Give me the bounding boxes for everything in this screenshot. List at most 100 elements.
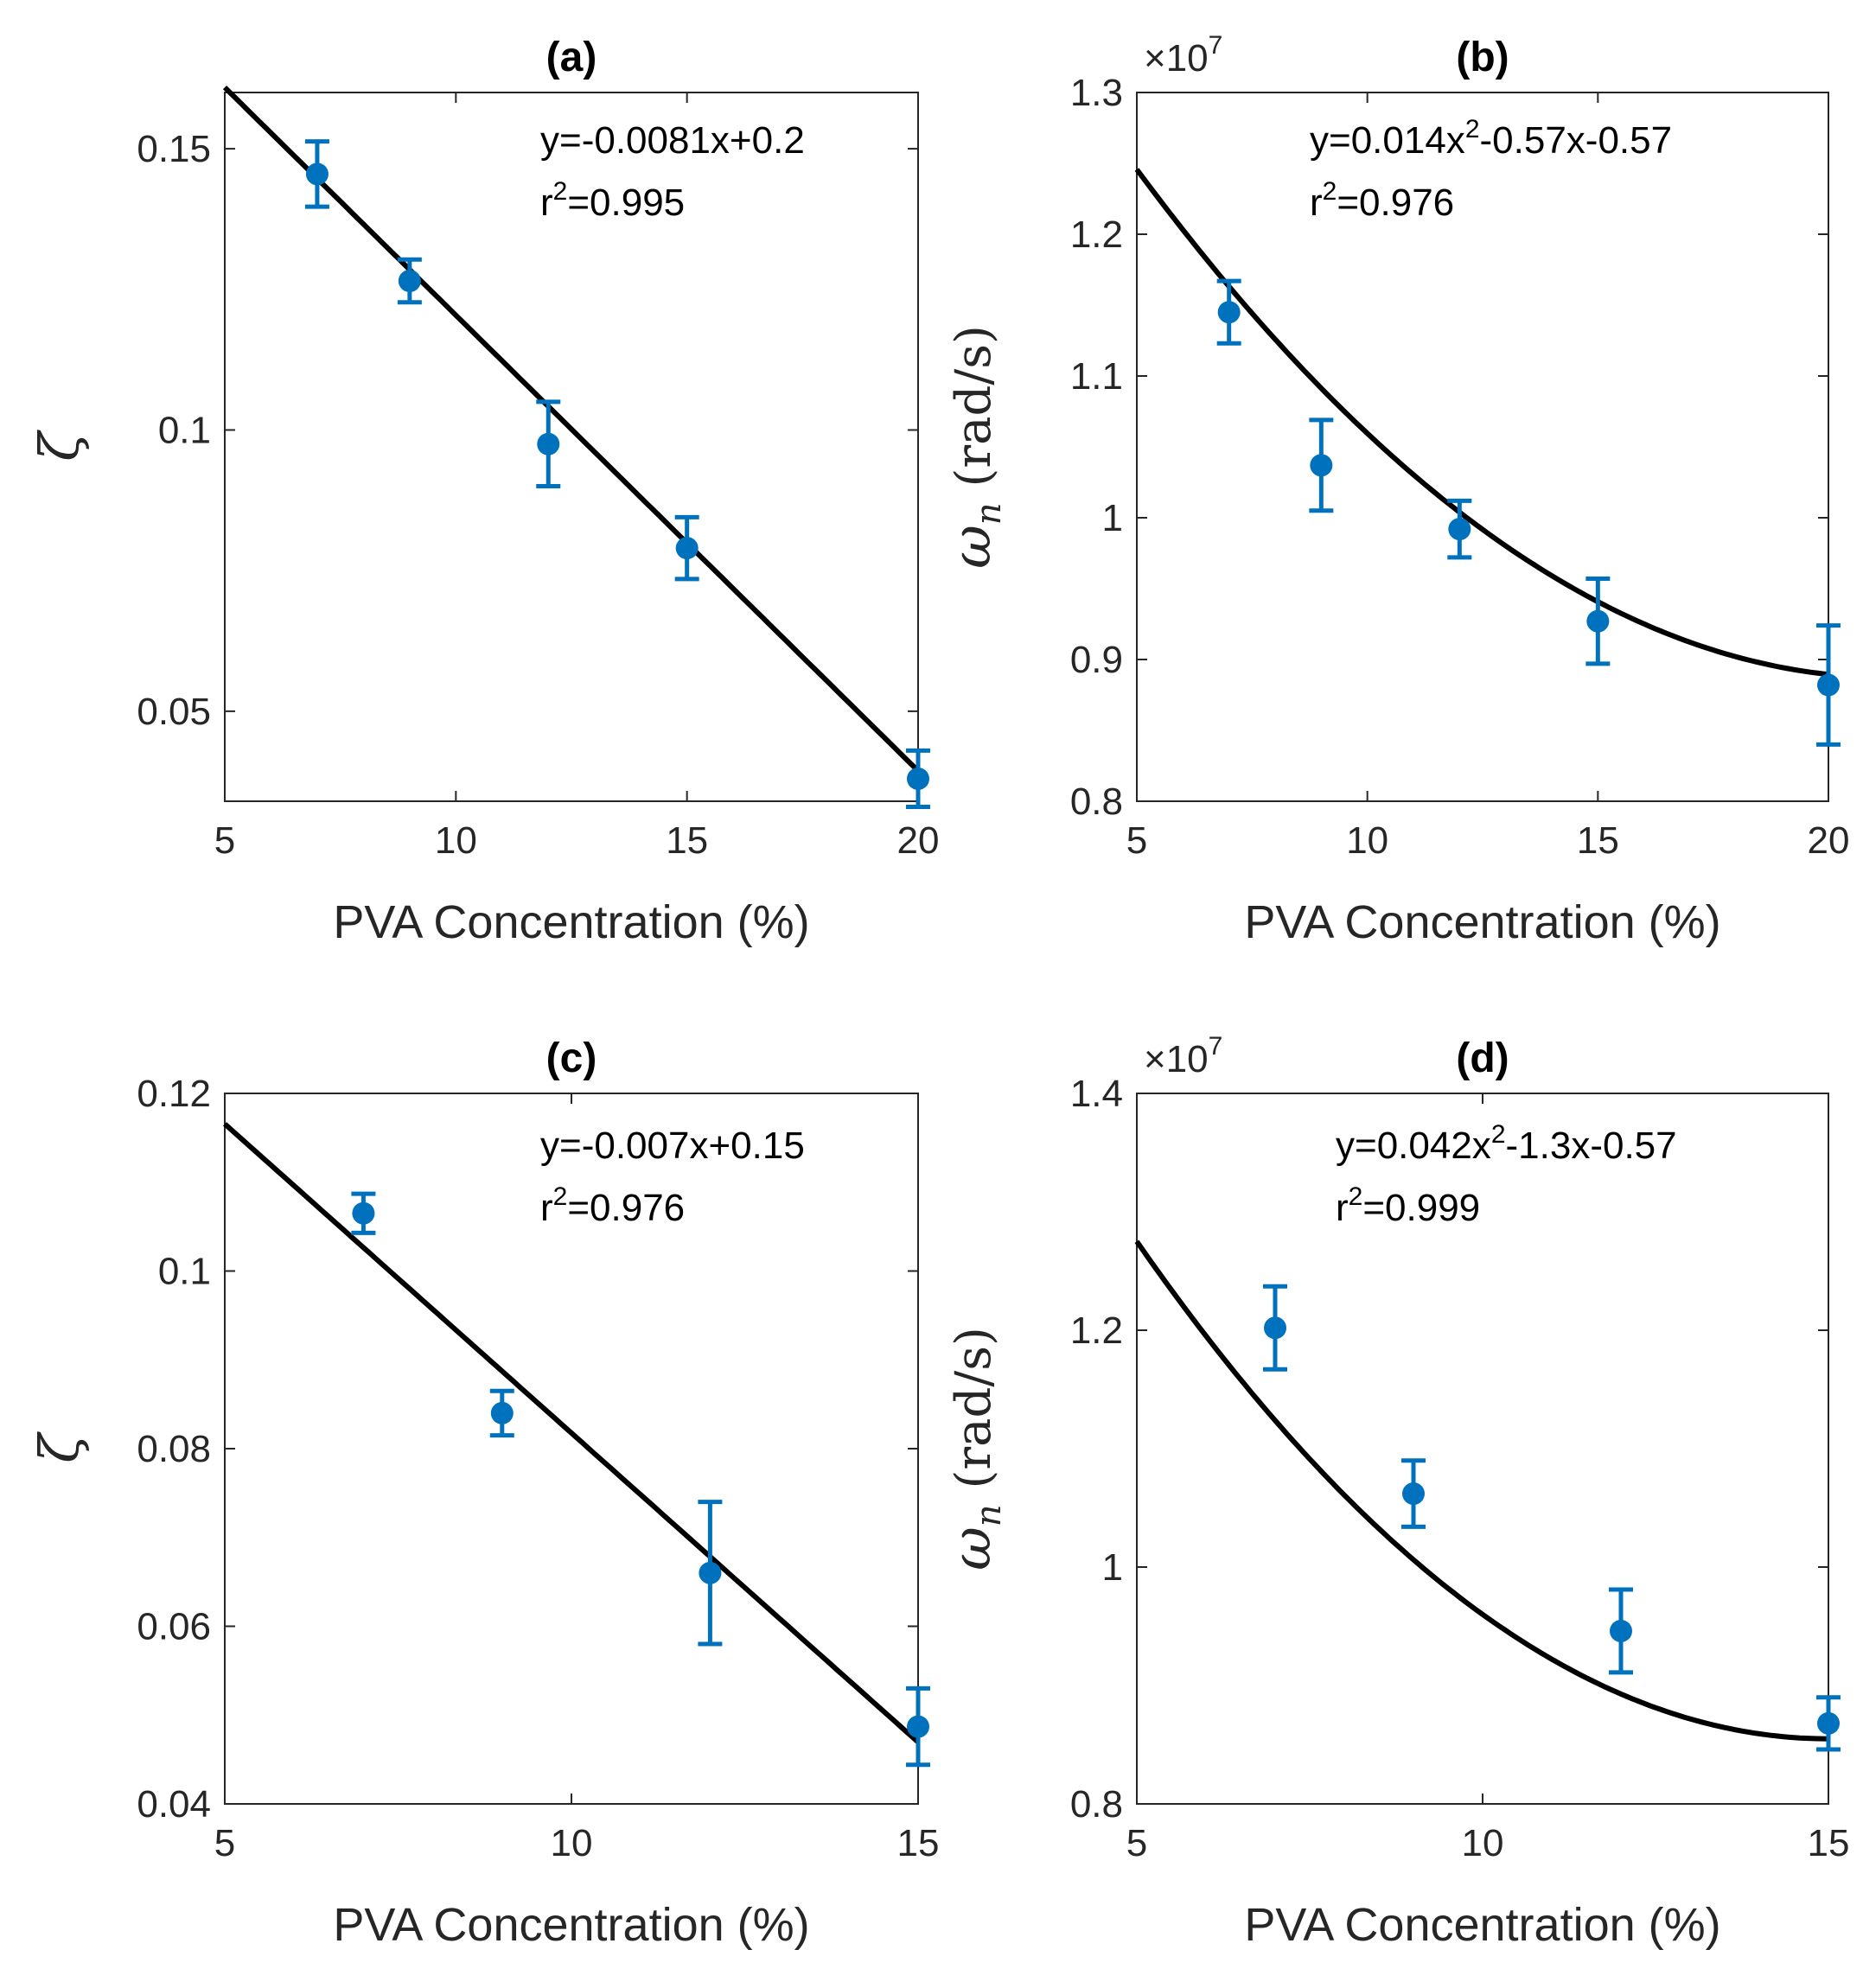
- data-point: [1263, 1284, 1287, 1372]
- y-tick-label: 0.1: [158, 1251, 211, 1293]
- y-tick-label: 0.8: [1070, 781, 1123, 823]
- r-squared-value: =0.995: [567, 182, 685, 224]
- fit-equation: y=-0.007x+0.15: [540, 1125, 805, 1167]
- y-axis-subscript: n: [969, 1504, 1009, 1526]
- y-axis-unit: (rad/s): [946, 325, 1002, 487]
- x-tick-label: 5: [214, 819, 235, 862]
- exponent-base: ×10: [1144, 1038, 1209, 1080]
- data-point: [698, 1500, 723, 1647]
- data-point: [1216, 278, 1241, 346]
- y-axis-symbol: ω: [940, 1526, 1003, 1571]
- x-tick-label: 5: [214, 1822, 235, 1864]
- data-marker: [699, 1561, 722, 1584]
- data-marker: [1402, 1482, 1425, 1506]
- data-marker: [1310, 454, 1333, 477]
- fit-line: [1134, 1239, 1829, 1742]
- panel-d: 5 10 15 0.8 1 1.2 1.4 (d) PVA Concentration (%) ω…: [940, 1032, 1849, 1951]
- x-tick-label: 10: [435, 819, 477, 862]
- data-point: [906, 748, 930, 810]
- data-point: [1585, 577, 1611, 666]
- y-tick-label: 0.9: [1070, 639, 1123, 681]
- y-tick-label: 0.05: [137, 691, 211, 733]
- x-tick-label: 15: [1577, 819, 1619, 862]
- y-axis-unit: (rad/s): [946, 1327, 1002, 1488]
- panel-title: (a): [546, 35, 597, 80]
- x-axis-label: PVA Concentration (%): [333, 1899, 809, 1951]
- data-marker: [490, 1401, 514, 1424]
- y-tick-label: 1.2: [1070, 1309, 1123, 1352]
- y-tick-label: 1.2: [1070, 213, 1123, 256]
- data-point: [397, 257, 422, 305]
- data-point: [1309, 417, 1334, 513]
- data-marker: [1610, 1619, 1632, 1642]
- axes-box: [224, 92, 919, 802]
- equation-part: -0.57x-0.57: [1480, 119, 1673, 162]
- exponent-power: 7: [1209, 1032, 1223, 1061]
- fit-equation: y=0.042x2-1.3x-0.57: [1336, 1120, 1677, 1167]
- x-tick-label: 20: [897, 819, 940, 862]
- data-marker: [675, 537, 699, 560]
- x-tick-label: 10: [1346, 819, 1388, 862]
- y-axis-symbol: ω: [940, 525, 1003, 569]
- equation-superscript: 2: [1465, 115, 1480, 143]
- equation-part: y=0.014x: [1310, 119, 1465, 162]
- data-marker: [305, 162, 329, 186]
- equation-part: y=-0.007x+0.15: [540, 1125, 805, 1167]
- equation-part: y=-0.0081x+0.2: [540, 119, 805, 162]
- panel-b: 5 10 15 20 0.8 0.9 1 1.1 1.2 1.3 (b) PVA Concentrat…: [940, 31, 1849, 948]
- data-point: [304, 139, 329, 209]
- y-tick-label: 1.1: [1070, 355, 1123, 398]
- y-axis-symbol: ζ: [28, 430, 91, 462]
- fit-equation: y=0.014x2-0.57x-0.57: [1310, 115, 1672, 162]
- data-marker: [1817, 673, 1840, 697]
- r-squared-prefix: r: [540, 182, 553, 224]
- y-axis-label: ωn (rad/s): [940, 1327, 1009, 1571]
- r-squared-prefix: r: [1336, 1187, 1349, 1229]
- panel-title: (b): [1456, 35, 1509, 80]
- r-squared-prefix: r: [540, 1187, 553, 1229]
- data-point: [906, 1685, 930, 1768]
- y-tick-label: 1: [1102, 497, 1123, 539]
- x-tick-label: 10: [1462, 1822, 1504, 1864]
- y-tick-label: 0.12: [137, 1073, 211, 1115]
- y-tick-label: 1.4: [1070, 1073, 1123, 1115]
- x-axis-label: PVA Concentration (%): [1244, 1899, 1720, 1951]
- x-tick-label: 10: [551, 1822, 593, 1864]
- r-squared-value: =0.999: [1362, 1187, 1480, 1229]
- axes-box: [1136, 92, 1829, 802]
- data-point: [1447, 498, 1472, 560]
- data-marker: [907, 1715, 929, 1738]
- r-squared-value: =0.976: [567, 1187, 685, 1229]
- data-marker: [907, 767, 929, 790]
- panel-title: (c): [546, 1035, 597, 1081]
- panel-a: 5 10 15 20 0.05 0.1 0.15 (a) PVA Concentration (…: [28, 35, 939, 948]
- data-point: [489, 1388, 514, 1438]
- r-squared-superscript: 2: [1323, 177, 1337, 206]
- x-tick-label: 5: [1126, 1822, 1147, 1864]
- r-squared-value: =0.976: [1337, 182, 1454, 224]
- r-squared: r2=0.976: [540, 1182, 685, 1229]
- data-marker: [1586, 609, 1610, 633]
- exponent-base: ×10: [1144, 37, 1209, 80]
- data-point: [674, 514, 699, 582]
- equation-part: y=0.042x: [1336, 1125, 1491, 1167]
- data-point: [1401, 1458, 1426, 1529]
- x-tick-label: 5: [1126, 819, 1147, 862]
- y-tick-label: 0.06: [137, 1606, 211, 1648]
- data-marker: [537, 432, 560, 456]
- x-tick-label: 15: [1808, 1822, 1850, 1864]
- x-tick-label: 15: [897, 1822, 940, 1864]
- data-marker: [352, 1201, 375, 1225]
- y-tick-label: 0.15: [137, 128, 211, 170]
- r-squared: r2=0.976: [1310, 177, 1454, 224]
- r-squared-superscript: 2: [1349, 1182, 1363, 1211]
- data-point: [536, 399, 561, 489]
- r-squared-prefix: r: [1310, 182, 1323, 224]
- fit-line: [222, 1122, 921, 1744]
- r-squared-superscript: 2: [553, 1182, 568, 1211]
- x-tick-label: 20: [1808, 819, 1850, 862]
- data-marker: [1448, 518, 1471, 541]
- fit-line: [1134, 168, 1829, 678]
- panel-title: (d): [1456, 1035, 1509, 1081]
